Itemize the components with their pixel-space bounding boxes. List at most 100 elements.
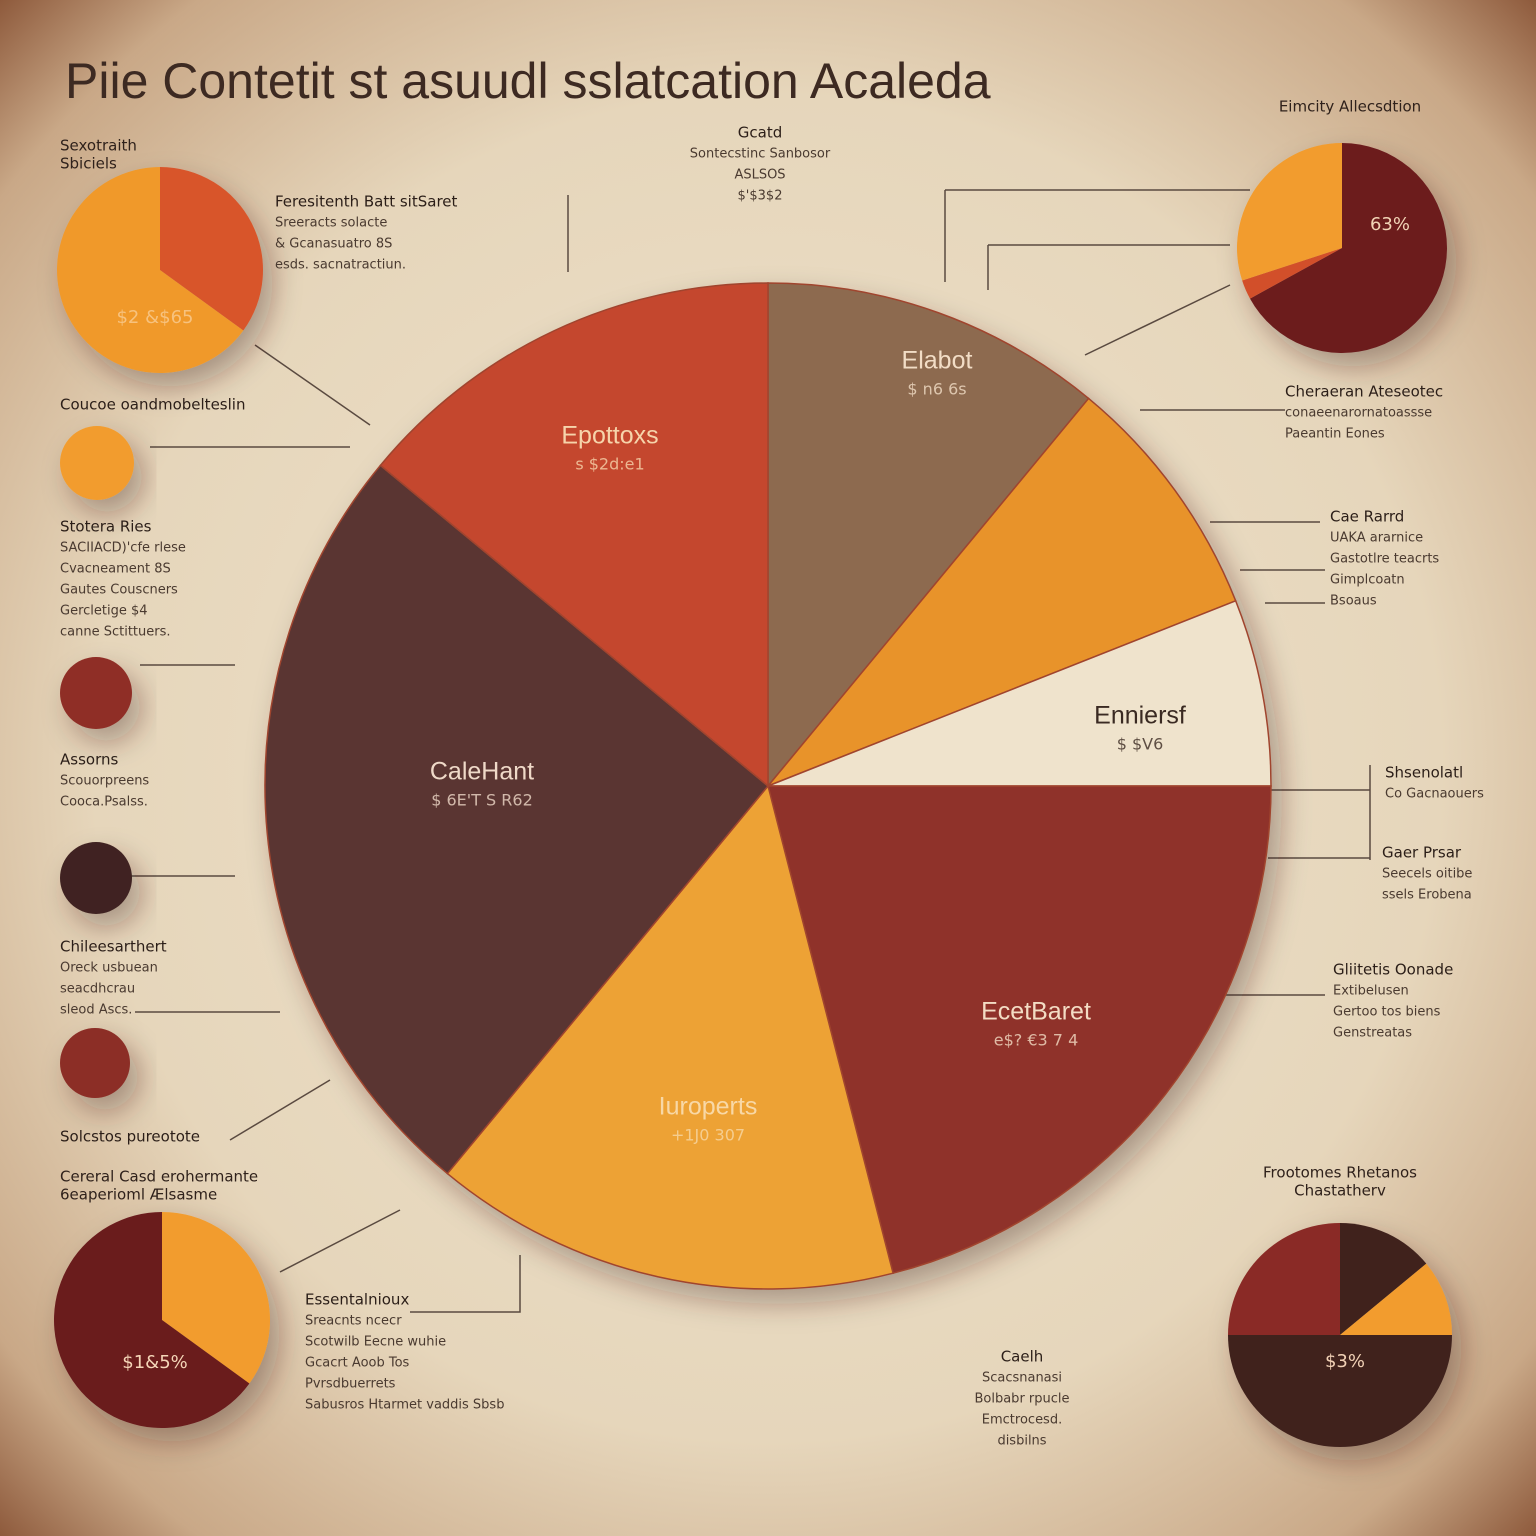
pie-slice bbox=[1249, 143, 1447, 354]
slice-label: CaleHant bbox=[430, 758, 534, 786]
slice-sublabel: e$? €3 7 4 bbox=[994, 1031, 1079, 1050]
annotation-line: Cooca.Psalss. bbox=[60, 795, 148, 810]
annotation-line: Emctrocesd. bbox=[982, 1413, 1062, 1428]
annotation-line: Bsoaus bbox=[1330, 594, 1377, 609]
connector bbox=[279, 1209, 401, 1273]
pie-center-label: 63% bbox=[1370, 214, 1410, 235]
annotation-heading: Stotera Ries bbox=[60, 518, 152, 536]
pie-center-label: $3% bbox=[1325, 1351, 1365, 1372]
pie-title: Sexotraith bbox=[60, 137, 137, 155]
pie-title: Cereral Casd erohermante bbox=[60, 1168, 258, 1186]
annotation-heading: Shsenolatl bbox=[1385, 764, 1463, 782]
pie-title: Frootomes Rhetanos bbox=[1263, 1164, 1417, 1182]
chart-title: Piie Contetit st asuudl sslatcation Acal… bbox=[65, 53, 991, 109]
annotation-heading: Coucoe oandmobelteslin bbox=[60, 396, 245, 414]
annotation-heading: Gliitetis Oonade bbox=[1333, 961, 1453, 979]
annotation-line: ssels Erobena bbox=[1382, 888, 1472, 903]
pie-title: 6eaperioml Ælsasme bbox=[60, 1186, 217, 1204]
annotation-line: esds. sacnatractiun. bbox=[275, 258, 406, 273]
pie-slice bbox=[767, 282, 1090, 789]
annotation-heading: Cheraeran Ateseotec bbox=[1285, 383, 1443, 401]
annotation-line: seacdhcrau bbox=[60, 982, 135, 997]
annotation-line: Genstreatas bbox=[1333, 1026, 1412, 1041]
annotation-line: Cvacneament 8S bbox=[60, 562, 171, 577]
pie-slice bbox=[446, 784, 895, 1290]
connector bbox=[1210, 521, 1325, 604]
slice-sublabel: s $2d:e1 bbox=[575, 455, 644, 474]
pie-slice bbox=[1340, 1223, 1427, 1335]
pie-title: Eimcity Allecsdtion bbox=[1279, 98, 1421, 116]
annotation-heading: Feresitenth Batt sitSaret bbox=[275, 193, 458, 211]
annotation-line: Oreck usbuean bbox=[60, 961, 158, 976]
annotation-line: Co Gacnaouers bbox=[1385, 787, 1484, 802]
slice-sublabel: +1J0 307 bbox=[671, 1126, 745, 1145]
annotation-line: Gcacrt Aoob Tos bbox=[305, 1356, 410, 1371]
pie-slice bbox=[264, 464, 770, 1175]
connector bbox=[254, 344, 371, 426]
annotation-heading: Chileesarthert bbox=[60, 938, 167, 956]
annotation-line: Paeantin Eones bbox=[1285, 427, 1385, 442]
annotation-line: Sontecstinc Sanbosor bbox=[690, 147, 831, 162]
annotation-heading: Caelh bbox=[1001, 1348, 1044, 1366]
annotation-heading: Gcatd bbox=[738, 124, 782, 142]
annotation-line: Extibelusen bbox=[1333, 984, 1409, 999]
slice-label: Elabot bbox=[902, 347, 973, 375]
annotation-heading: Solcstos pureotote bbox=[60, 1128, 200, 1146]
annotation-line: Sreacnts ncecr bbox=[305, 1314, 402, 1329]
slice-label: Epottoxs bbox=[561, 422, 658, 450]
pie bbox=[56, 167, 263, 373]
pie-slice bbox=[767, 397, 1237, 787]
annotation-line: Scotwilb Eecne wuhie bbox=[305, 1335, 446, 1350]
pie-slice bbox=[379, 282, 769, 788]
legend-dots bbox=[60, 426, 134, 1098]
slice-label: EcetBaret bbox=[981, 998, 1091, 1026]
pie-slice bbox=[1242, 248, 1342, 299]
pie-title: Chastatherv bbox=[1294, 1182, 1386, 1200]
connector bbox=[410, 1255, 521, 1313]
annotation-line: $'$3$2 bbox=[738, 189, 783, 204]
legend-dot bbox=[60, 842, 132, 914]
annotation-line: sleod Ascs. bbox=[60, 1003, 132, 1018]
slice-sublabel: $ 6E'T S R62 bbox=[431, 791, 533, 810]
annotation-line: Sabusros Htarmet vaddis Sbsb bbox=[305, 1398, 504, 1413]
annotation-line: UAKA ararnice bbox=[1330, 531, 1423, 546]
pie-slice bbox=[767, 599, 1272, 787]
connector bbox=[229, 1079, 331, 1141]
annotation-line: Seecels oitibe bbox=[1382, 867, 1472, 882]
pie bbox=[264, 282, 1272, 1290]
annotation-heading: Cae Rarrd bbox=[1330, 508, 1404, 526]
slice-sublabel: $ n6 6s bbox=[907, 380, 966, 399]
annotation-line: Gautes Couscners bbox=[60, 583, 178, 598]
legend-dot bbox=[60, 1028, 130, 1098]
pie-slice bbox=[1340, 1263, 1452, 1335]
pie bbox=[1237, 142, 1447, 354]
annotation-line: ASLSOS bbox=[734, 168, 785, 183]
connector bbox=[944, 189, 1250, 282]
annotation-line: Gastotlre teacrts bbox=[1330, 552, 1439, 567]
pie-center-label: $2 &$65 bbox=[116, 307, 193, 328]
slice-label: Iuroperts bbox=[659, 1093, 758, 1121]
slice-sublabel: $ $V6 bbox=[1117, 735, 1164, 754]
annotation-line: Bolbabr rpucle bbox=[974, 1392, 1069, 1407]
annotation-line: Gertoo tos biens bbox=[1333, 1005, 1441, 1020]
pie-center-label: $1&5% bbox=[122, 1352, 188, 1373]
annotation-line: disbilns bbox=[997, 1434, 1046, 1449]
annotation-heading: Essentalnioux bbox=[305, 1291, 409, 1309]
annotation-line: Scacsnanasi bbox=[982, 1371, 1062, 1386]
annotation-heading: Gaer Prsar bbox=[1382, 844, 1462, 862]
pie bbox=[54, 1212, 271, 1428]
annotation-line: Gimplcoatn bbox=[1330, 573, 1405, 588]
pie-slice bbox=[160, 167, 263, 331]
annotation-line: Gercletige $4 bbox=[60, 604, 148, 619]
annotation-line: SACIIACD)'cfe rlese bbox=[60, 541, 186, 556]
annotation-line: & Gcanasuatro 8S bbox=[275, 237, 392, 252]
annotation-line: canne Sctittuers. bbox=[60, 625, 171, 640]
pie-slice bbox=[1228, 1223, 1340, 1335]
annotation-line: Pvrsdbuerrets bbox=[305, 1377, 396, 1392]
annotation-line: Sreeracts solacte bbox=[275, 216, 387, 231]
connector bbox=[987, 244, 1230, 290]
pie bbox=[1228, 1223, 1452, 1447]
pie-slice bbox=[162, 1212, 271, 1384]
connector bbox=[1268, 765, 1371, 860]
legend-dot bbox=[60, 657, 132, 729]
